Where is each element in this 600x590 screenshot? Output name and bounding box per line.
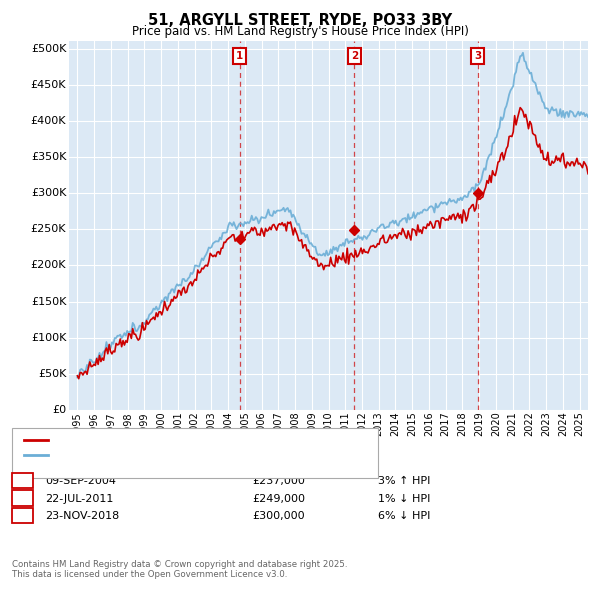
Text: 51, ARGYLL STREET, RYDE, PO33 3BY: 51, ARGYLL STREET, RYDE, PO33 3BY — [148, 13, 452, 28]
Text: £249,000: £249,000 — [252, 494, 305, 503]
Text: 1% ↓ HPI: 1% ↓ HPI — [378, 494, 430, 503]
Text: 6% ↓ HPI: 6% ↓ HPI — [378, 512, 430, 521]
Text: Price paid vs. HM Land Registry's House Price Index (HPI): Price paid vs. HM Land Registry's House … — [131, 25, 469, 38]
Text: 1: 1 — [19, 476, 26, 486]
Text: 3: 3 — [19, 512, 26, 521]
Text: 51, ARGYLL STREET, RYDE, PO33 3BY (detached house): 51, ARGYLL STREET, RYDE, PO33 3BY (detac… — [54, 435, 342, 444]
Text: £300,000: £300,000 — [252, 512, 305, 521]
Text: Contains HM Land Registry data © Crown copyright and database right 2025.
This d: Contains HM Land Registry data © Crown c… — [12, 560, 347, 579]
Text: 1: 1 — [236, 51, 243, 61]
Text: 22-JUL-2011: 22-JUL-2011 — [45, 494, 113, 503]
Text: HPI: Average price, detached house, Isle of Wight: HPI: Average price, detached house, Isle… — [54, 451, 312, 460]
Text: 2: 2 — [351, 51, 358, 61]
Text: 3: 3 — [474, 51, 481, 61]
Text: £237,000: £237,000 — [252, 476, 305, 486]
Text: 2: 2 — [19, 494, 26, 503]
Text: 3% ↑ HPI: 3% ↑ HPI — [378, 476, 430, 486]
Text: 09-SEP-2004: 09-SEP-2004 — [45, 476, 116, 486]
Text: 23-NOV-2018: 23-NOV-2018 — [45, 512, 119, 521]
